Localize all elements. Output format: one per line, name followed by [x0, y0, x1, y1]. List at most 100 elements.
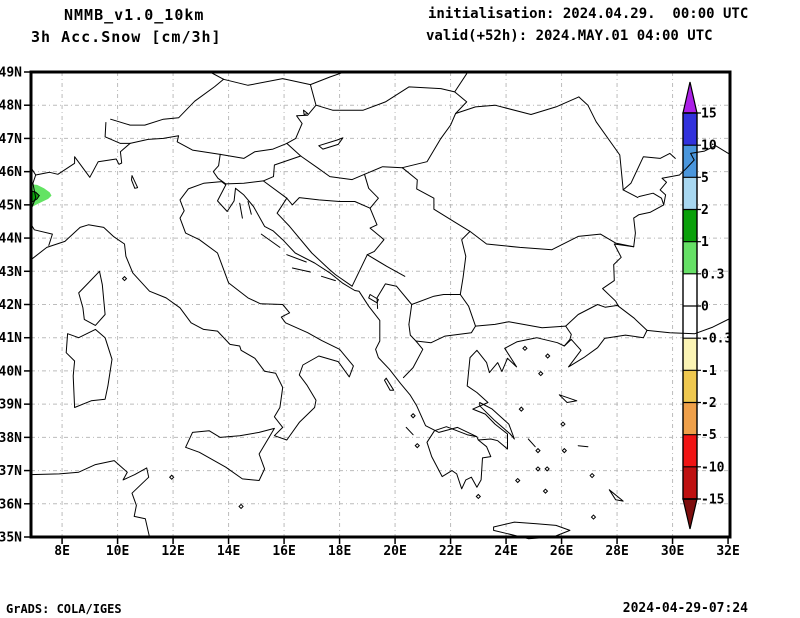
- tiny-island: [475, 493, 482, 500]
- tiny-island: [560, 421, 566, 427]
- tiny-island: [561, 447, 568, 454]
- island-coastline: [608, 489, 624, 502]
- tiny-island: [544, 466, 550, 472]
- colorbar-segment: [683, 145, 697, 178]
- country-border: [376, 283, 397, 309]
- country-border: [110, 78, 225, 126]
- tiny-island: [518, 406, 525, 412]
- lat-label: 47N: [0, 132, 22, 147]
- colorbar-segment: [683, 209, 697, 242]
- lat-label: 45N: [0, 198, 22, 213]
- country-border: [30, 223, 53, 246]
- country-border: [300, 155, 403, 181]
- tiny-island: [410, 413, 416, 419]
- lon-label: 24E: [494, 544, 517, 559]
- country-border: [475, 321, 567, 329]
- country-border: [401, 91, 468, 169]
- country-border: [212, 153, 227, 185]
- island-coastline: [185, 427, 275, 481]
- colorbar-segment: [683, 177, 697, 210]
- country-border: [35, 142, 131, 178]
- lon-label: 10E: [106, 544, 129, 559]
- country-border: [211, 72, 225, 80]
- tiny-island: [590, 514, 597, 520]
- country-border: [565, 304, 619, 327]
- small-island: [239, 202, 243, 219]
- island-coastline: [65, 328, 113, 408]
- country-border: [469, 230, 635, 251]
- colorbar-segment: [683, 434, 697, 467]
- lon-label: 22E: [439, 544, 462, 559]
- lat-label: 43N: [0, 265, 22, 280]
- country-border: [411, 294, 461, 305]
- country-border: [309, 73, 468, 111]
- colorbar-label: 0: [701, 300, 709, 315]
- island-coastline: [493, 521, 571, 540]
- lat-label: 40N: [0, 364, 22, 379]
- colorbar-segment: [683, 466, 697, 499]
- colorbar-segment: [683, 306, 697, 339]
- colorbar-segment: [683, 113, 697, 146]
- island-coastline: [558, 394, 578, 403]
- lon-label: 30E: [661, 544, 684, 559]
- lake-outline: [131, 175, 139, 189]
- creation-timestamp: 2024-04-29-07:24: [622, 601, 748, 616]
- small-island: [321, 275, 336, 282]
- island-coastline: [384, 377, 395, 391]
- colorbar-segment: [683, 370, 697, 403]
- country-border: [30, 174, 37, 211]
- country-border: [286, 142, 302, 157]
- country-border: [223, 72, 343, 86]
- country-border: [286, 104, 317, 144]
- colorbar-label: -5: [701, 428, 717, 443]
- country-border: [366, 207, 385, 256]
- country-border: [129, 135, 221, 155]
- small-island: [577, 445, 589, 448]
- country-border: [459, 294, 476, 327]
- tiny-island: [168, 474, 175, 480]
- country-border: [104, 122, 131, 144]
- lon-label: 32E: [716, 544, 739, 559]
- country-border: [351, 254, 368, 287]
- country-border: [415, 325, 476, 344]
- colorbar-label: 1: [701, 235, 709, 250]
- country-border: [622, 152, 676, 191]
- lat-label: 41N: [0, 331, 22, 346]
- lon-label: 18E: [328, 544, 351, 559]
- lon-label: 14E: [217, 544, 240, 559]
- small-island: [291, 267, 311, 273]
- island-coastline: [479, 402, 515, 440]
- country-border: [459, 230, 471, 295]
- colorbar-triangle-down: [682, 498, 698, 530]
- colorbar-label: 10: [701, 139, 717, 154]
- country-border: [396, 285, 413, 325]
- coastline: [602, 145, 731, 331]
- country-border: [563, 325, 572, 347]
- coastline: [30, 460, 150, 538]
- colorbar-segment: [683, 402, 697, 435]
- small-island: [247, 201, 252, 215]
- colorbar-label: -10: [701, 460, 725, 475]
- lat-label: 42N: [0, 298, 22, 313]
- lat-label: 39N: [0, 398, 22, 413]
- small-island: [260, 233, 281, 248]
- colorbar-label: -2: [701, 396, 717, 411]
- colorbar-label: -0.3: [701, 332, 732, 347]
- tiny-island: [414, 442, 420, 449]
- tiny-island: [515, 477, 521, 484]
- lon-label: 20E: [383, 544, 406, 559]
- lat-label: 49N: [0, 66, 22, 81]
- colorbar-label: 5: [701, 171, 709, 186]
- country-border: [401, 167, 471, 232]
- snow-area-light: [31, 184, 52, 207]
- tiny-island: [535, 447, 541, 454]
- colorbar-label: 2: [701, 203, 709, 218]
- lon-label: 26E: [550, 544, 573, 559]
- colorbar-label: -15: [701, 493, 724, 508]
- model-title: NMMB_v1.0_10km: [64, 6, 205, 24]
- tiny-island: [589, 472, 595, 479]
- colorbar-segment: [683, 241, 697, 274]
- lake-outline: [303, 109, 309, 115]
